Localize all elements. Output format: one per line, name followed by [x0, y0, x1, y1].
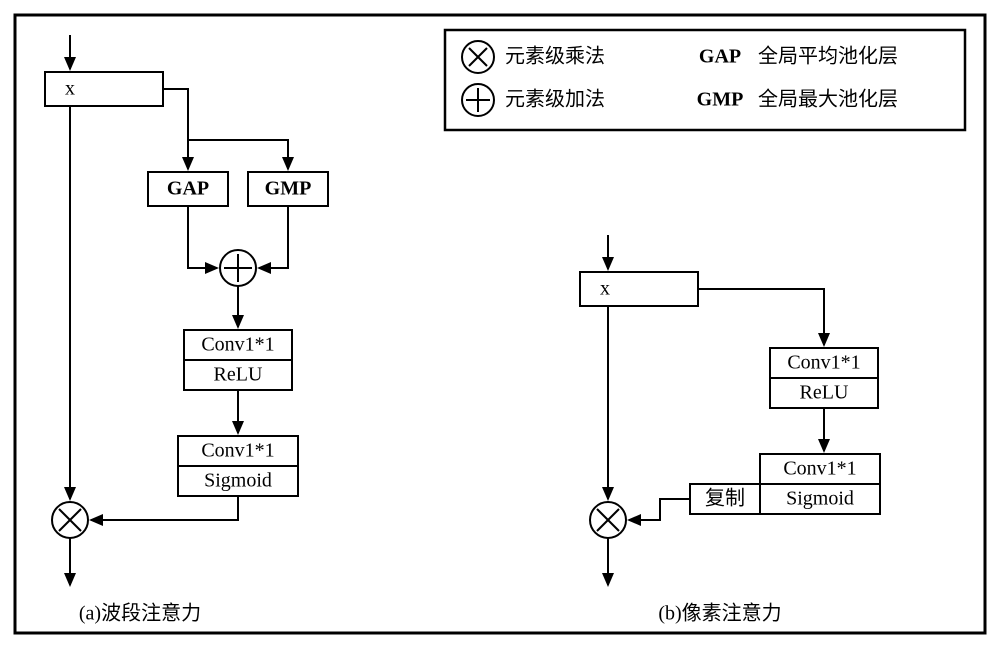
a-x-box [45, 72, 163, 106]
a-mul-op [52, 502, 88, 538]
b-arrow-copy-to-mul [629, 499, 690, 520]
legend-gap-label: 全局平均池化层 [758, 45, 898, 68]
b-relu-label: ReLU [800, 382, 849, 404]
a-relu-label: ReLU [214, 364, 263, 386]
a-gap-label: GAP [167, 178, 209, 200]
legend-mul-label: 元素级乘法 [505, 45, 605, 68]
a-gmp-label: GMP [265, 178, 312, 200]
legend-gap-abbr: GAP [699, 46, 741, 68]
b-mul-op [590, 502, 626, 538]
a-sigm-label: Sigmoid [204, 470, 272, 492]
legend-gmp-abbr: GMP [697, 89, 744, 111]
a-path-branch-to-gmp [188, 140, 288, 169]
b-copy-label: 复制 [705, 487, 745, 510]
a-caption: (a)波段注意力 [79, 602, 201, 625]
a-path-gmp-to-add [259, 206, 288, 268]
a-arrow-sigm-to-mul [91, 496, 238, 520]
legend-gmp-label: 全局最大池化层 [758, 88, 898, 111]
b-conv1-label: Conv1*1 [787, 352, 860, 374]
a-add-op [220, 250, 256, 286]
legend-add-icon [462, 84, 494, 116]
a-path-gap-to-add [188, 206, 217, 268]
a-conv2-label: Conv1*1 [201, 440, 274, 462]
legend-mul-icon [462, 41, 494, 73]
b-sigm-label: Sigmoid [786, 488, 854, 510]
a-path-x-to-gap [163, 89, 188, 169]
b-path-x-to-conv1 [698, 289, 824, 345]
b-x-label: x [600, 278, 610, 300]
b-conv2-label: Conv1*1 [783, 458, 856, 480]
a-conv1-label: Conv1*1 [201, 334, 274, 356]
a-x-label: x [65, 78, 75, 100]
legend-add-label: 元素级加法 [505, 88, 605, 111]
b-caption: (b)像素注意力 [658, 602, 781, 625]
b-x-box [580, 272, 698, 306]
